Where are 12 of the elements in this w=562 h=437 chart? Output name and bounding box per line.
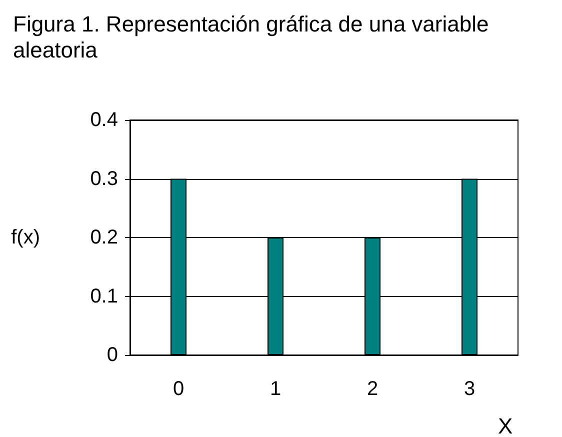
chart-title: Figura 1. Representación gráfica de una variable aleatoria xyxy=(13,12,495,62)
y-tick-label: 0.3 xyxy=(90,168,118,190)
x-tick-label: 1 xyxy=(270,378,282,400)
x-tick-label: 0 xyxy=(172,378,184,400)
x-tick-label: 3 xyxy=(464,378,476,400)
y-axis-title: f(x) xyxy=(11,226,40,248)
y-tick-label: 0.1 xyxy=(90,285,118,308)
y-tick-label: 0.2 xyxy=(90,226,118,248)
x-tick-label: 2 xyxy=(366,378,378,400)
y-tick-label: 0 xyxy=(106,344,118,366)
x-axis-title: X xyxy=(498,414,513,437)
y-tick-label: 0.4 xyxy=(90,109,118,131)
